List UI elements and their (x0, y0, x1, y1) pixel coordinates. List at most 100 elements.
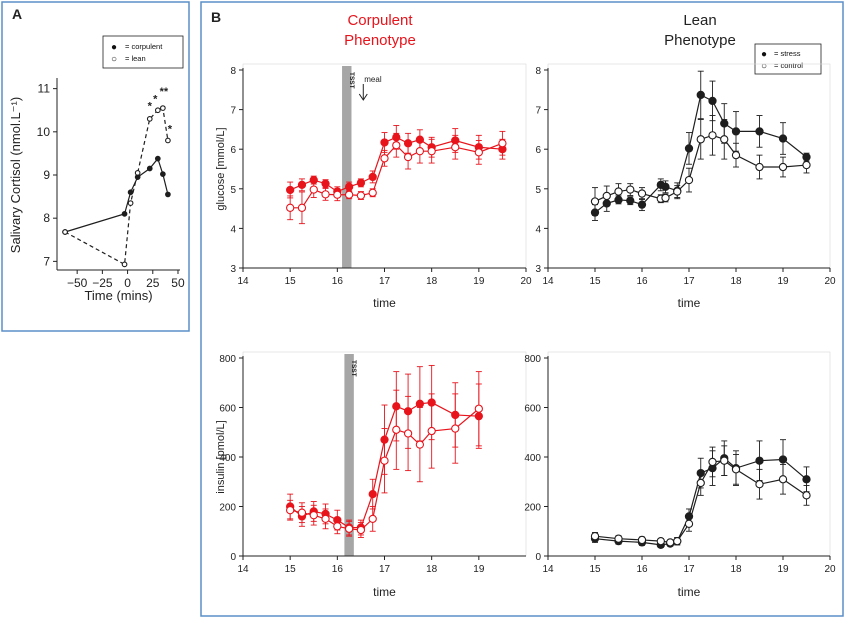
x-tick-label: 20 (824, 276, 836, 287)
panel-b-letter: B (211, 9, 221, 25)
data-point-corpulent (121, 211, 128, 217)
data-point-control (661, 193, 670, 203)
data-point-control (321, 190, 330, 199)
x-axis-label: time (678, 585, 701, 599)
data-point-control (415, 440, 425, 449)
data-point-control (755, 162, 764, 172)
data-point-control (451, 143, 460, 152)
y-tick-label: 5 (230, 185, 236, 196)
data-point-stress (696, 90, 705, 100)
data-point-stress (637, 200, 647, 209)
data-point-stress (286, 185, 295, 195)
y-tick-label: 4 (230, 224, 236, 235)
data-point-stress (415, 399, 425, 408)
x-tick-label: 14 (237, 276, 249, 287)
data-point-stress (626, 196, 635, 205)
x-tick-label: 16 (332, 564, 344, 575)
data-point-control (708, 131, 717, 140)
data-point-lean (134, 169, 141, 176)
data-point-corpulent (146, 165, 153, 172)
glucose-lean-chart: 3 4 5 6 7 8 14 15 16 17 18 19 20 time (535, 63, 836, 310)
y-tick-label: 6 (535, 145, 541, 156)
meal-label: meal (364, 75, 382, 84)
data-point-control (368, 514, 377, 524)
panel-b-frame (200, 1, 844, 617)
tsst-bar (342, 66, 352, 268)
series-line-corpulent (64, 157, 169, 233)
data-point-control (731, 465, 741, 474)
y-axis-label: glucose [mmol/L] (215, 127, 227, 210)
data-point-stress (684, 144, 694, 153)
legend-control-marker: ○ (761, 61, 767, 72)
y-axis-label: insulin [pmol/L] (215, 420, 227, 493)
legend-corpulent-marker: ● (111, 42, 117, 53)
data-point-control (778, 475, 788, 484)
insulin-lean-chart: 0 200 400 600 800 14 15 16 17 18 19 20 time (524, 351, 836, 599)
data-point-stress (297, 180, 307, 189)
data-point-control (614, 187, 623, 196)
panel-a-legend: ● = corpulent ○ = lean (102, 35, 184, 69)
data-point-stress (802, 475, 811, 484)
series-line-lean (64, 107, 169, 266)
y-tick-label: 200 (219, 503, 236, 514)
data-point-control (602, 191, 611, 201)
x-tick-label: 18 (426, 276, 438, 287)
data-point-stress (380, 138, 389, 147)
lean-title-line2: Phenotype (664, 32, 736, 49)
data-point-control (380, 154, 389, 163)
data-point-control (309, 511, 318, 520)
data-point-control (356, 191, 366, 200)
panel-a-frame (1, 1, 190, 332)
y-tick-label: 8 (43, 211, 50, 225)
data-point-control (614, 534, 623, 543)
data-point-control (309, 185, 318, 194)
data-point-control (403, 429, 413, 438)
data-point-control (368, 188, 377, 197)
legend-stress-label: = stress (774, 49, 801, 58)
x-tick-label: −25 (92, 276, 113, 290)
data-point-lean (160, 105, 166, 111)
series-line-control (594, 134, 807, 203)
data-point-control (637, 189, 647, 198)
meal-arrowhead (358, 93, 368, 101)
y-tick-label: 800 (524, 354, 541, 365)
data-point-control (380, 456, 389, 465)
legend-control-label: = control (774, 61, 803, 70)
y-tick-label: 8 (535, 66, 541, 77)
significance-marker: * (148, 100, 153, 112)
legend-lean-label: = lean (125, 54, 146, 63)
series-line-control (290, 142, 503, 209)
data-point-control (356, 525, 366, 535)
x-tick-label: 14 (542, 276, 554, 287)
data-point-control (286, 506, 295, 515)
data-point-control (673, 537, 682, 546)
x-tick-label: 15 (285, 276, 297, 287)
data-point-control (802, 491, 811, 500)
y-tick-label: 400 (219, 453, 236, 464)
data-point-control (684, 519, 694, 528)
series-line-stress (594, 94, 807, 214)
data-point-stress (778, 455, 788, 464)
x-tick-label: 14 (237, 564, 249, 575)
data-point-lean (154, 107, 161, 114)
x-axis-label: time (373, 296, 396, 310)
data-point-control (392, 425, 401, 434)
data-point-control (731, 150, 741, 160)
data-point-corpulent (165, 191, 171, 198)
data-point-lean (62, 229, 68, 235)
data-point-stress (731, 127, 741, 136)
data-point-corpulent (160, 171, 166, 177)
x-axis-label: Time (mins) (84, 288, 152, 303)
y-tick-label: 10 (37, 125, 51, 139)
lean-title-line1: Lean (683, 12, 716, 29)
data-point-control (720, 135, 729, 144)
data-point-control (321, 514, 330, 524)
glucose-corpulent-chart: TSST meal 3 4 5 6 7 8 14 15 16 17 18 19 20 time glucose … (215, 63, 532, 310)
x-tick-label: 15 (285, 564, 297, 575)
data-point-control (656, 537, 665, 546)
x-tick-label: 20 (520, 276, 532, 287)
tsst-bar (344, 354, 354, 556)
significance-marker: ** (160, 86, 169, 98)
x-tick-label: 19 (777, 276, 789, 287)
